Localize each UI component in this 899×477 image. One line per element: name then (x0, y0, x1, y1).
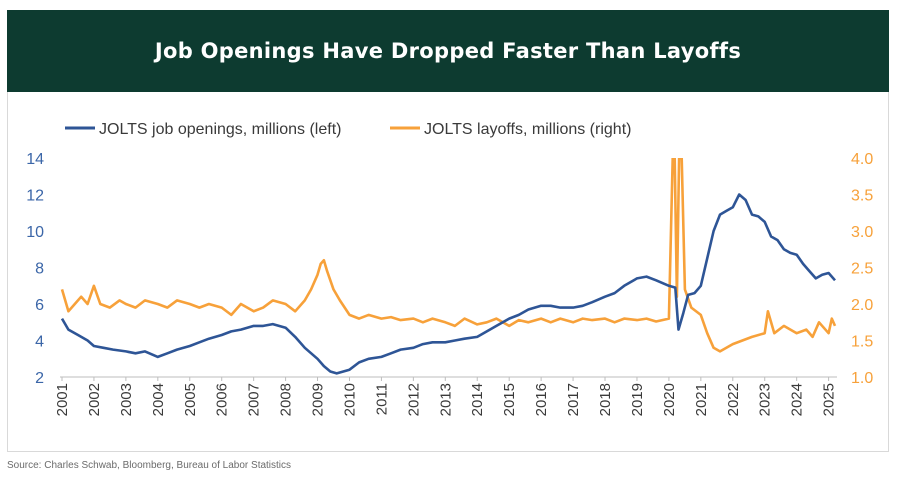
x-tick-label: 2007 (246, 383, 263, 416)
x-tick-label: 2008 (278, 383, 295, 416)
x-tick-label: 2022 (725, 383, 742, 416)
chart-title: Job Openings Have Dropped Faster Than La… (154, 39, 742, 63)
x-tick-label: 2009 (310, 383, 327, 416)
x-tick-label: 2002 (86, 383, 103, 416)
x-tick-label: 2012 (405, 383, 422, 416)
x-tick-label: 2011 (373, 383, 390, 415)
right-tick-label: 2.0 (851, 297, 873, 314)
x-tick-label: 2017 (565, 383, 582, 416)
x-tick-label: 2001 (54, 383, 71, 416)
left-tick-label: 10 (26, 224, 44, 241)
x-tick-label: 2015 (501, 383, 518, 416)
legend-label-job-openings: JOLTS job openings, millions (left) (99, 121, 341, 138)
right-tick-label: 3.5 (851, 188, 873, 205)
right-tick-label: 4.0 (851, 151, 873, 168)
left-tick-label: 4 (35, 334, 44, 351)
x-tick-label: 2025 (821, 383, 838, 416)
source-note: Source: Charles Schwab, Bloomberg, Burea… (7, 460, 292, 471)
x-tick-label: 2018 (597, 383, 614, 416)
left-tick-label: 8 (35, 261, 44, 278)
x-tick-label: 2021 (693, 383, 710, 416)
x-tick-label: 2005 (182, 383, 199, 416)
right-tick-label: 3.0 (851, 224, 873, 241)
x-tick-label: 2004 (150, 383, 167, 416)
series-line-layoffs (60, 158, 837, 353)
left-tick-label: 6 (35, 297, 44, 314)
left-tick-label: 12 (26, 188, 44, 205)
series-line-job-openings (60, 193, 836, 375)
x-tick-label: 2016 (533, 383, 550, 416)
x-tick-label: 2014 (469, 383, 486, 416)
legend-label-layoffs: JOLTS layoffs, millions (right) (424, 121, 631, 138)
x-tick-label: 2019 (629, 383, 646, 416)
right-tick-label: 2.5 (851, 261, 873, 278)
x-tick-label: 2023 (757, 383, 774, 416)
x-tick-label: 2003 (118, 383, 135, 416)
x-tick-label: 2013 (437, 383, 454, 416)
left-tick-label: 2 (35, 370, 44, 387)
left-tick-label: 14 (26, 151, 44, 168)
title-banner: Job Openings Have Dropped Faster Than La… (7, 10, 889, 92)
x-tick-label: 2006 (214, 383, 231, 416)
x-tick-label: 2020 (661, 383, 678, 416)
x-tick-label: 2024 (789, 383, 806, 416)
right-tick-label: 1.5 (851, 334, 873, 351)
right-tick-label: 1.0 (851, 370, 873, 387)
x-tick-label: 2010 (341, 383, 358, 416)
